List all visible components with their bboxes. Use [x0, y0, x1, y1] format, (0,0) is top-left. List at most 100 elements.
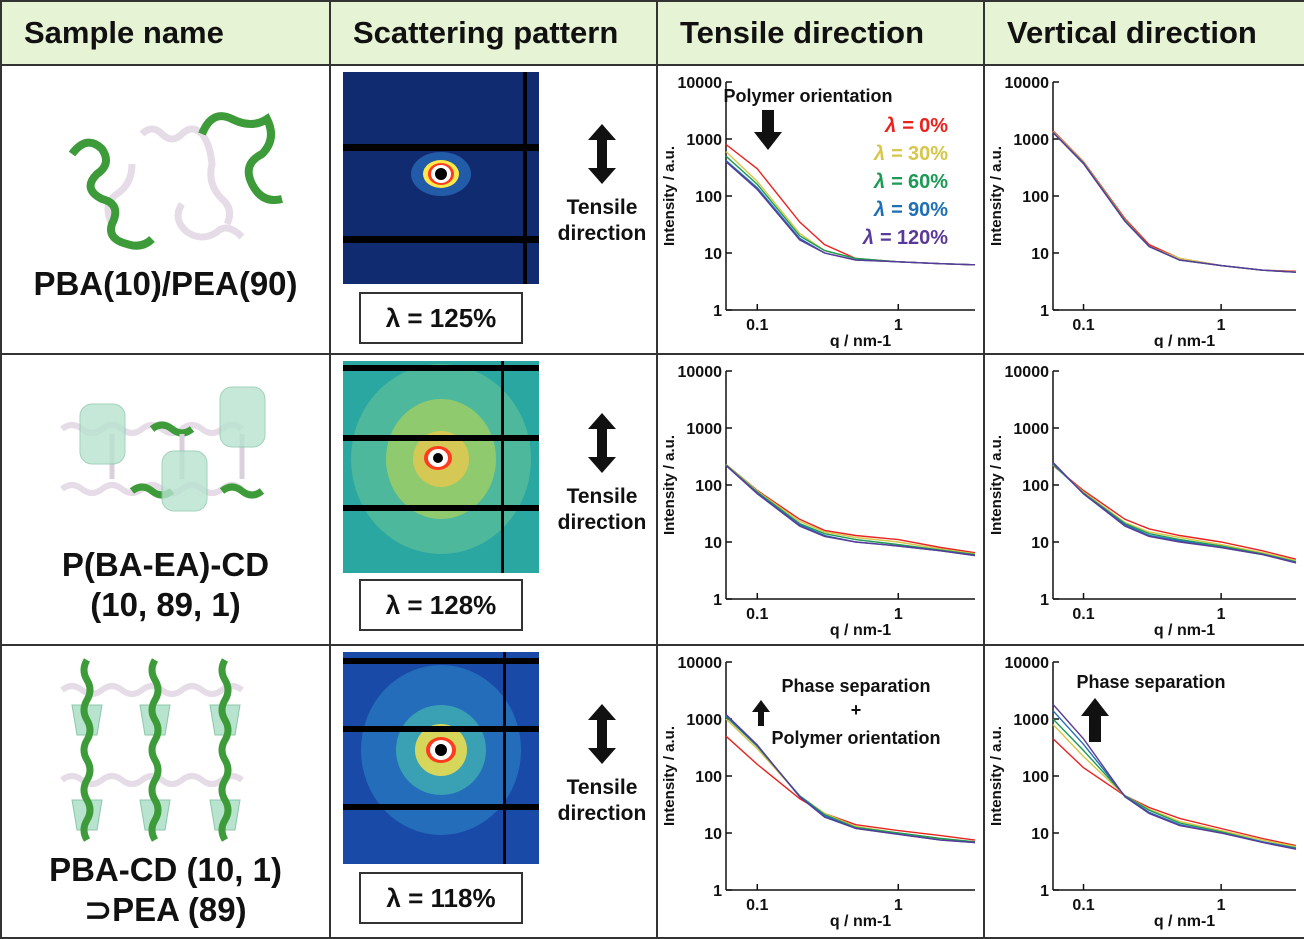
series-line: [1052, 463, 1297, 563]
y-tick-label: 10: [704, 535, 722, 552]
cyclodextrin-copolymer-illustration: [60, 386, 266, 512]
table-row: PBA(10)/PEA(90) λ = 125% Tensile directi…: [0, 64, 1304, 355]
table-row: P(BA-EA)-CD (10, 89, 1) λ = 128% Tensile…: [0, 353, 1304, 646]
sample-cell: PBA-CD (10, 1) ⊃PEA (89): [0, 644, 331, 939]
y-tick-label: 10000: [1005, 655, 1050, 672]
plot-r1-tensile: 1 10 100 1000 10000 0.1 1 Intensity / a.u. q / n…: [661, 75, 976, 350]
y-tick-label: 10: [704, 826, 722, 843]
series-line: [1052, 464, 1297, 560]
plot-cell: 1 10 100 1000 10000 0.1 1 Intensity / a.u. q / n…: [656, 644, 985, 939]
series-line: [1052, 461, 1297, 564]
x-axis-label: q / nm-1: [1154, 622, 1215, 639]
legend-value: 90%: [908, 199, 948, 221]
y-tick-label: 1000: [1013, 421, 1049, 438]
y-tick-label: 1: [1040, 883, 1049, 900]
y-tick-label: 100: [1022, 769, 1049, 786]
x-tick-label: 1: [1217, 317, 1226, 334]
y-tick-label: 100: [1022, 478, 1049, 495]
series-line: [1052, 132, 1297, 273]
plot-r1-vertical: 1 10 100 1000 10000 0.1 1 Intensity / a.u. q / n…: [988, 75, 1297, 350]
series-line: [1052, 462, 1297, 563]
y-tick-label: 10000: [1005, 75, 1050, 92]
y-tick-label: 100: [695, 478, 722, 495]
up-arrow-icon: [1081, 698, 1109, 742]
scattering-pattern-image: [343, 72, 539, 284]
x-tick-label: 0.1: [1072, 897, 1094, 914]
x-axis-label: q / nm-1: [1154, 913, 1215, 930]
tensile-direction-label: Tensile direction: [557, 776, 647, 825]
series-line: [725, 735, 976, 841]
annotation-phase-separation: Phase separation: [781, 676, 930, 696]
plot-cell: 1 10 100 1000 10000 0.1 1 Intensity / a.u. q / n…: [983, 64, 1304, 355]
scattering-cell: λ = 125% Tensile direction: [329, 64, 658, 355]
series-line: [725, 463, 976, 555]
x-tick-label: 0.1: [1072, 317, 1094, 334]
lambda-label-box: λ = 128%: [359, 579, 523, 631]
sample-name-label: P(BA-EA)-CD (10, 89, 1): [61, 546, 270, 623]
legend-entry: λ = 60%: [873, 171, 948, 193]
down-arrow-icon: [754, 110, 782, 150]
series-line: [725, 464, 976, 557]
series-line: [1052, 464, 1297, 562]
x-tick-label: 1: [894, 317, 903, 334]
double-arrow-icon: [588, 413, 616, 473]
tensile-indicator: Tensile direction: [557, 124, 647, 294]
scattering-cell: λ = 118% Tensile direction: [329, 644, 658, 939]
series-line: [1052, 130, 1297, 272]
x-tick-label: 0.1: [746, 317, 768, 334]
annotation-plus: +: [851, 700, 862, 720]
tensile-indicator: Tensile direction: [557, 413, 647, 583]
header-tensile-direction: Tensile direction: [656, 0, 985, 66]
header-scattering-pattern: Scattering pattern: [329, 0, 658, 66]
x-axis-label: q / nm-1: [1154, 333, 1215, 348]
plot-cell: 1 10 100 1000 10000 0.1 1 Intensity / a.u. q / n…: [983, 644, 1304, 939]
y-tick-label: 10: [704, 246, 722, 263]
y-axis-label: Intensity / a.u.: [661, 146, 678, 246]
plot-cell: 1 10 100 1000 10000 0.1 1 Intensity / a.u. q / n…: [983, 353, 1304, 646]
y-tick-label: 1000: [1013, 132, 1049, 149]
x-tick-label: 1: [1217, 606, 1226, 623]
y-axis-label: Intensity / a.u.: [661, 435, 678, 535]
inclusion-complex-illustration: [60, 658, 244, 842]
sample-cell: PBA(10)/PEA(90): [0, 64, 331, 355]
legend-entry: λ = 30%: [873, 143, 948, 165]
y-tick-label: 100: [1022, 189, 1049, 206]
legend-value: 0%: [919, 115, 948, 137]
y-tick-label: 1000: [686, 421, 722, 438]
y-axis-label: Intensity / a.u.: [988, 146, 1005, 246]
tensile-direction-label: Tensile direction: [557, 485, 647, 534]
series-line: [1052, 738, 1297, 847]
plot-r3-vertical: 1 10 100 1000 10000 0.1 1 Intensity / a.u. q / n…: [988, 655, 1297, 930]
y-tick-label: 1: [713, 303, 722, 320]
tensile-indicator: Tensile direction: [557, 704, 647, 874]
scattering-cell: λ = 128% Tensile direction: [329, 353, 658, 646]
plot-cell: 1 10 100 1000 10000 0.1 1 Intensity / a.u. q / n…: [656, 64, 985, 355]
legend-lambda: λ =: [862, 227, 897, 249]
x-axis-label: q / nm-1: [830, 333, 891, 348]
series-line: [725, 463, 976, 554]
sample-name-label: PBA-CD (10, 1) ⊃PEA (89): [49, 851, 282, 928]
lambda-label-box: λ = 125%: [359, 292, 523, 344]
x-tick-label: 0.1: [746, 606, 768, 623]
x-tick-label: 0.1: [746, 897, 768, 914]
y-tick-label: 10: [1031, 535, 1049, 552]
y-tick-label: 1: [1040, 592, 1049, 609]
plot-r2-tensile: 1 10 100 1000 10000 0.1 1 Intensity / a.u. q / n…: [661, 364, 976, 639]
x-tick-label: 0.1: [1072, 606, 1094, 623]
y-tick-label: 100: [695, 189, 722, 206]
header-vertical-direction: Vertical direction: [983, 0, 1304, 66]
scattering-pattern-image: [343, 652, 539, 864]
series-line: [1052, 132, 1297, 273]
plot-r3-tensile: 1 10 100 1000 10000 0.1 1 Intensity / a.u. q / n…: [661, 655, 976, 930]
scattering-pattern-image: [343, 361, 539, 573]
plot-cell: 1 10 100 1000 10000 0.1 1 Intensity / a.u. q / n…: [656, 353, 985, 646]
legend-value: 120%: [897, 227, 948, 249]
series-line: [725, 464, 976, 556]
annotation-polymer-orientation: Polymer orientation: [771, 728, 940, 748]
legend-lambda: λ =: [873, 199, 908, 221]
y-tick-label: 10: [1031, 246, 1049, 263]
series-line: [725, 464, 976, 557]
y-tick-label: 1: [713, 883, 722, 900]
series-line: [1052, 132, 1297, 273]
x-tick-label: 1: [894, 606, 903, 623]
